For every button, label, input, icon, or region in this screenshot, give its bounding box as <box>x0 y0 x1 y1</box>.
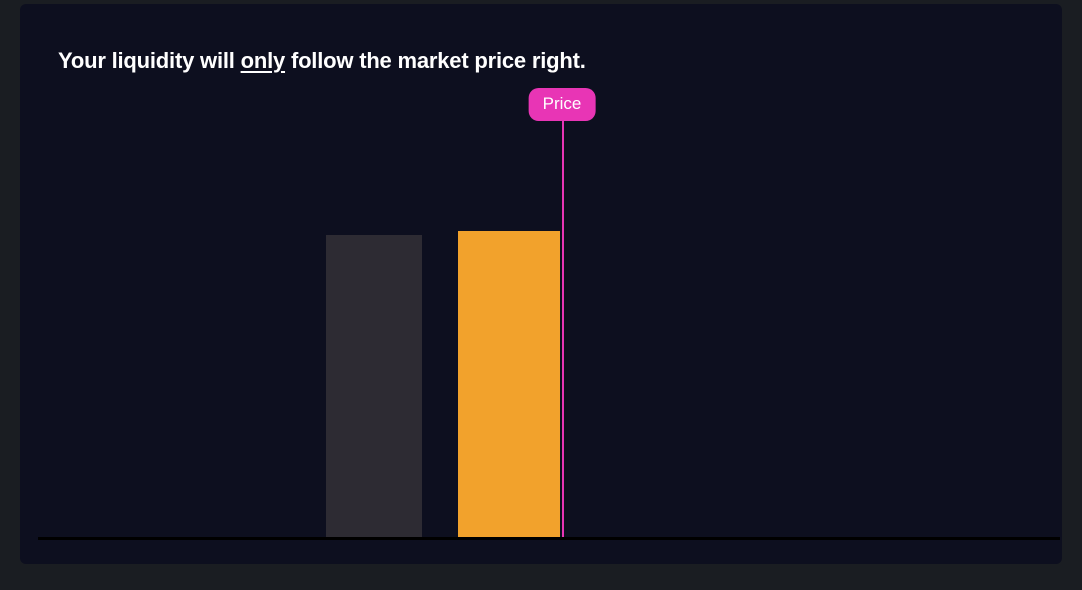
price-label: Price <box>543 94 582 113</box>
price-line <box>562 121 564 537</box>
heading: Your liquidity will only follow the mark… <box>58 48 586 74</box>
heading-suffix: follow the market price right. <box>285 48 586 73</box>
inactive-liquidity-bar <box>326 235 422 537</box>
heading-underlined: only <box>241 48 285 73</box>
chart-area: Price <box>20 96 1062 564</box>
heading-prefix: Your liquidity will <box>58 48 241 73</box>
chart-baseline <box>38 537 1060 540</box>
outer-frame: Your liquidity will only follow the mark… <box>0 0 1082 590</box>
chart-panel: Your liquidity will only follow the mark… <box>20 4 1062 564</box>
price-badge: Price <box>529 88 596 121</box>
active-liquidity-bar <box>458 231 560 537</box>
